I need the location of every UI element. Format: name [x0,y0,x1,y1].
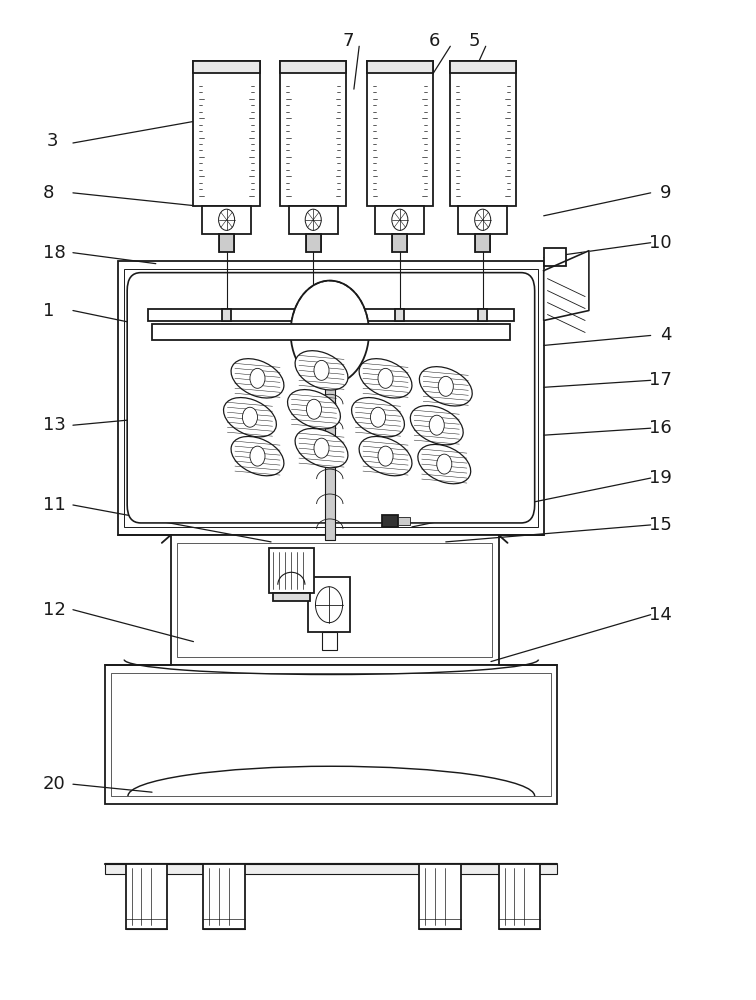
Bar [105,665,557,804]
Circle shape [314,438,329,458]
Bar [395,309,404,321]
Ellipse shape [359,436,412,476]
Bar [498,864,540,929]
Text: 18: 18 [43,244,66,262]
Circle shape [306,399,321,419]
Circle shape [305,209,321,230]
Bar [376,206,424,234]
Circle shape [250,446,265,466]
Bar [280,61,346,73]
Bar [321,632,336,650]
Ellipse shape [418,444,471,484]
Bar [308,309,318,321]
Text: 4: 4 [660,326,672,344]
Text: 9: 9 [660,184,672,202]
Circle shape [370,407,386,427]
Text: 11: 11 [43,496,66,514]
Bar [458,206,507,234]
Bar [367,61,433,73]
Circle shape [250,368,265,388]
Bar [269,548,314,593]
Bar [273,593,310,601]
Bar [476,234,490,252]
Ellipse shape [231,436,284,476]
Circle shape [437,454,452,474]
Text: 5: 5 [468,32,480,50]
Bar [171,535,498,665]
Bar [420,864,461,929]
Bar [194,61,260,206]
Text: 10: 10 [649,234,672,252]
Text: 12: 12 [43,601,66,619]
Circle shape [314,360,329,380]
Ellipse shape [295,428,348,468]
Circle shape [475,209,491,230]
Bar [479,309,487,321]
Ellipse shape [287,390,340,429]
Text: 15: 15 [649,516,672,534]
FancyBboxPatch shape [127,273,534,523]
Circle shape [438,376,454,396]
Bar [118,261,544,535]
Polygon shape [544,251,589,321]
Text: 13: 13 [43,416,66,434]
Bar [202,206,251,234]
Bar [111,673,551,796]
Bar [308,577,350,632]
Text: 6: 6 [429,32,440,50]
Bar [544,248,566,266]
Circle shape [392,209,407,230]
Circle shape [378,446,393,466]
Ellipse shape [224,398,277,437]
Bar [305,234,321,252]
Ellipse shape [411,406,463,445]
Bar [280,61,346,206]
Ellipse shape [231,359,284,398]
Bar [289,206,338,234]
Circle shape [429,415,445,435]
Circle shape [218,209,234,230]
Bar [324,384,335,540]
Text: 14: 14 [649,606,672,624]
Bar [148,309,513,321]
Bar [105,864,557,874]
Circle shape [290,281,369,384]
Text: 17: 17 [649,371,672,389]
Bar [367,61,433,206]
Text: 20: 20 [43,775,66,793]
Text: 16: 16 [649,419,672,437]
Text: 1: 1 [43,302,54,320]
Bar [222,309,231,321]
Bar [203,864,245,929]
Ellipse shape [352,398,404,437]
Bar [219,234,234,252]
Circle shape [378,368,393,388]
Bar [450,61,516,206]
Ellipse shape [420,367,472,406]
Bar [382,515,398,527]
Bar [194,61,260,73]
Ellipse shape [295,351,348,390]
Text: 8: 8 [43,184,54,202]
Text: 19: 19 [649,469,672,487]
Text: 7: 7 [342,32,354,50]
Bar [177,543,492,657]
Bar [450,61,516,73]
Bar [152,324,510,340]
Bar [125,864,167,929]
Bar [398,517,410,525]
Bar [124,269,538,527]
Bar [392,234,407,252]
Text: 3: 3 [47,132,58,150]
Ellipse shape [359,359,412,398]
Circle shape [243,407,258,427]
